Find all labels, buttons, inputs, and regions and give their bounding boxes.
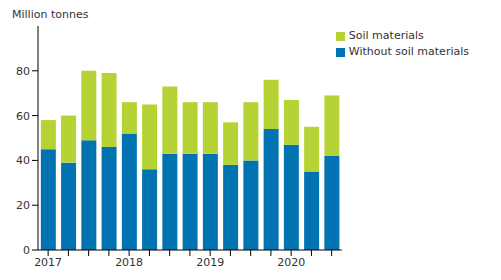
svg-text:2019: 2019 — [196, 256, 224, 269]
html-text:Million tonnes: Million tonnes — [12, 8, 89, 21]
html-text:Without soil materials: Without soil materials — [348, 45, 469, 58]
svg-text:2020: 2020 — [277, 256, 305, 269]
svg-text:2018: 2018 — [115, 256, 143, 269]
html-text:Soil materials: Soil materials — [348, 29, 424, 42]
svg-text:2017: 2017 — [34, 256, 62, 269]
svg-text:40: 40 — [16, 154, 30, 167]
svg-text:80: 80 — [16, 65, 30, 78]
svg-text:0: 0 — [23, 244, 30, 257]
svg-text:20: 20 — [16, 199, 30, 212]
svg-text:60: 60 — [16, 110, 30, 123]
